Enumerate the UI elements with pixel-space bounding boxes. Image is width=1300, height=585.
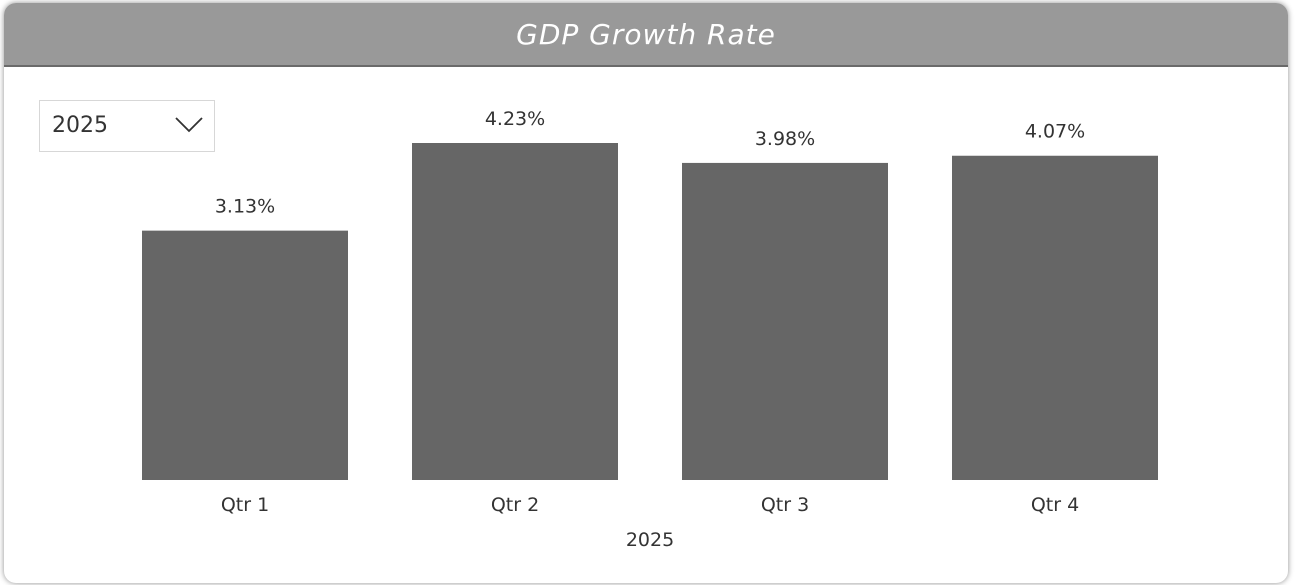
bar-4[interactable] <box>952 155 1158 480</box>
x-axis-label: 2025 <box>626 529 674 551</box>
x-tick-label-2: Qtr 2 <box>491 494 539 516</box>
bar-2[interactable] <box>412 143 618 480</box>
year-dropdown[interactable]: 2025 <box>39 100 215 152</box>
data-label-1: 3.13% <box>215 196 275 218</box>
chevron-down-icon[interactable] <box>174 115 204 135</box>
data-label-2: 4.23% <box>485 108 545 130</box>
data-label-4: 4.07% <box>1025 121 1085 143</box>
x-tick-label-4: Qtr 4 <box>1031 494 1079 516</box>
data-label-3: 3.98% <box>755 128 815 150</box>
x-tick-label-3: Qtr 3 <box>761 494 809 516</box>
x-tick-label-1: Qtr 1 <box>221 494 269 516</box>
bar-3[interactable] <box>682 162 888 481</box>
bar-chart: 3.13% Qtr 1 4.23% Qtr 2 3.98% Qtr 3 4.07% Qtr 4… <box>142 108 1158 551</box>
title-bar: GDP Growth Rate <box>4 3 1288 67</box>
year-dropdown-value: 2025 <box>52 113 108 138</box>
bar-1[interactable] <box>142 230 348 480</box>
chart-title: GDP Growth Rate <box>516 17 776 51</box>
chart-card: GDP Growth Rate 3.13% Qtr 1 4.23% Qtr 2 3.98… <box>4 3 1288 583</box>
